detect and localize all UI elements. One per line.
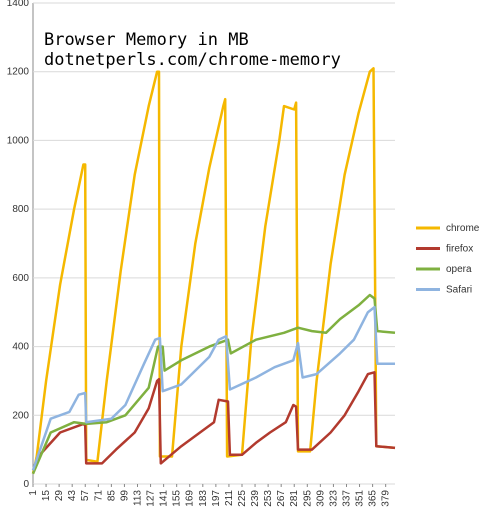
x-tick-label: 379 [381,490,392,507]
x-tick-label: 155 [172,490,183,507]
x-tick-label: 71 [93,490,104,502]
x-tick-label: 85 [106,490,117,502]
x-tick-label: 211 [224,490,235,506]
chart-subtitle: dotnetperls.com/chrome-memory [44,50,341,70]
x-tick-label: 253 [263,490,274,507]
chart-title: Browser Memory in MB [44,30,249,50]
x-tick-label: 99 [119,490,130,502]
legend-label: firefox [446,244,473,255]
y-tick-label: 0 [23,479,29,490]
y-tick-label: 1200 [7,67,30,78]
x-tick-label: 239 [250,490,261,507]
x-tick-label: 141 [159,490,170,507]
y-tick-label: 1400 [7,0,30,9]
x-tick-label: 43 [67,490,78,502]
x-tick-label: 225 [237,490,248,507]
y-tick-label: 1000 [7,135,30,146]
x-tick-label: 365 [368,490,379,507]
series-line [31,305,395,471]
x-tick-label: 15 [41,490,52,502]
x-tick-label: 295 [302,490,313,507]
x-tick-label: 351 [355,490,366,507]
series-line [31,371,396,471]
series-line [31,67,396,474]
x-tick-label: 267 [276,490,287,507]
legend-label: chrome [446,223,480,234]
x-tick-label: 323 [328,490,339,507]
x-tick-label: 1 [28,490,39,496]
x-tick-label: 337 [341,490,352,507]
y-tick-label: 200 [12,410,29,421]
y-tick-label: 800 [12,204,29,215]
x-tick-label: 309 [315,490,326,507]
x-tick-label: 197 [211,490,222,507]
x-tick-label: 127 [146,490,157,507]
legend-label: opera [446,264,472,275]
y-tick-label: 400 [12,342,29,353]
legend-label: Safari [446,285,472,296]
x-tick-label: 281 [289,490,300,507]
x-tick-label: 169 [185,490,196,507]
x-tick-label: 57 [80,490,91,502]
x-tick-label: 29 [54,490,65,502]
series-line [31,293,396,475]
y-tick-label: 600 [12,273,29,284]
x-tick-label: 113 [132,490,143,506]
x-tick-label: 183 [198,490,209,507]
